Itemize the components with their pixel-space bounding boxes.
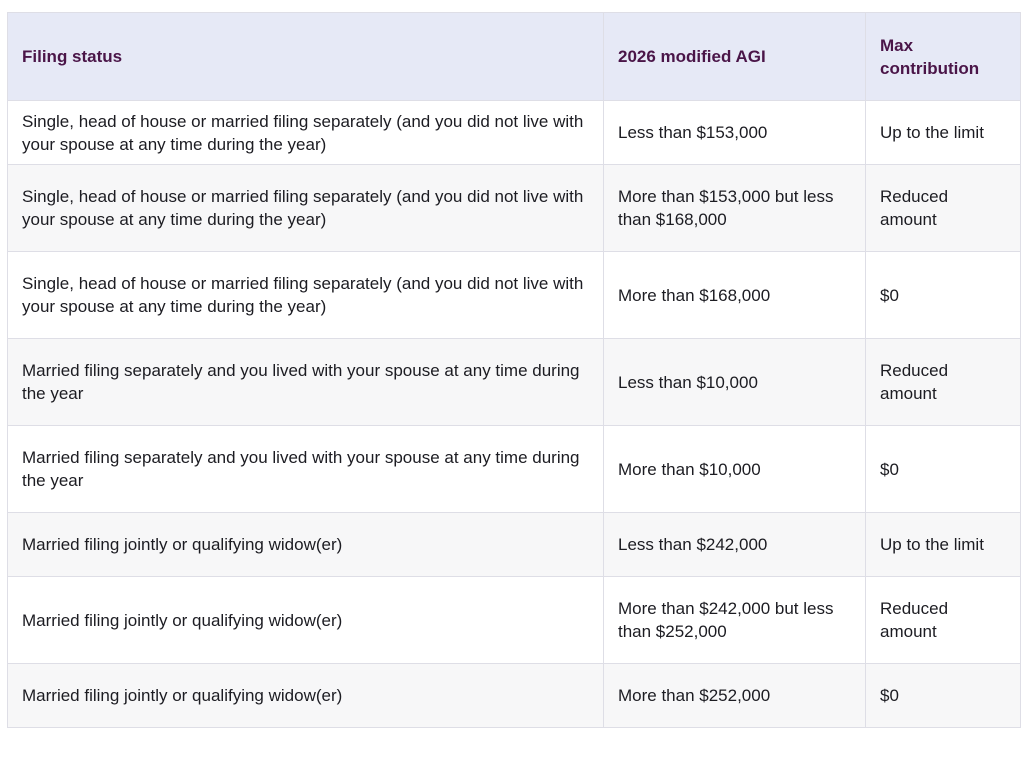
cell-modified-agi: Less than $10,000 <box>603 338 866 426</box>
contribution-limits-table-container: Filing status 2026 modified AGI Max cont… <box>7 12 1021 728</box>
cell-max-contribution: $0 <box>865 251 1021 339</box>
cell-modified-agi: More than $10,000 <box>603 425 866 513</box>
header-row: Filing status 2026 modified AGI Max cont… <box>7 12 1021 101</box>
cell-filing-status: Married filing separately and you lived … <box>7 338 604 426</box>
contribution-limits-table: Filing status 2026 modified AGI Max cont… <box>7 12 1021 728</box>
cell-modified-agi: More than $168,000 <box>603 251 866 339</box>
cell-filing-status: Married filing separately and you lived … <box>7 425 604 513</box>
cell-max-contribution: Reduced amount <box>865 164 1021 252</box>
column-header-modified-agi: 2026 modified AGI <box>603 12 866 101</box>
cell-max-contribution: $0 <box>865 663 1021 728</box>
table-row: Married filing separately and you lived … <box>7 425 1021 513</box>
table-row: Single, head of house or married filing … <box>7 100 1021 165</box>
column-header-filing-status: Filing status <box>7 12 604 101</box>
cell-filing-status: Single, head of house or married filing … <box>7 164 604 252</box>
cell-filing-status: Single, head of house or married filing … <box>7 100 604 165</box>
cell-max-contribution: $0 <box>865 425 1021 513</box>
table-row: Single, head of house or married filing … <box>7 164 1021 252</box>
cell-filing-status: Married filing jointly or qualifying wid… <box>7 663 604 728</box>
cell-max-contribution: Up to the limit <box>865 100 1021 165</box>
table-row: Single, head of house or married filing … <box>7 251 1021 339</box>
table-row: Married filing separately and you lived … <box>7 338 1021 426</box>
cell-modified-agi: More than $153,000 but less than $168,00… <box>603 164 866 252</box>
cell-modified-agi: More than $242,000 but less than $252,00… <box>603 576 866 664</box>
table-row: Married filing jointly or qualifying wid… <box>7 512 1021 577</box>
cell-modified-agi: Less than $242,000 <box>603 512 866 577</box>
table-row: Married filing jointly or qualifying wid… <box>7 576 1021 664</box>
cell-max-contribution: Reduced amount <box>865 576 1021 664</box>
table-header: Filing status 2026 modified AGI Max cont… <box>7 12 1021 101</box>
table-row: Married filing jointly or qualifying wid… <box>7 663 1021 728</box>
cell-modified-agi: More than $252,000 <box>603 663 866 728</box>
cell-modified-agi: Less than $153,000 <box>603 100 866 165</box>
cell-max-contribution: Up to the limit <box>865 512 1021 577</box>
column-header-max-contribution: Max contribution <box>865 12 1021 101</box>
cell-filing-status: Married filing jointly or qualifying wid… <box>7 512 604 577</box>
cell-filing-status: Married filing jointly or qualifying wid… <box>7 576 604 664</box>
table-body: Single, head of house or married filing … <box>7 100 1021 728</box>
cell-filing-status: Single, head of house or married filing … <box>7 251 604 339</box>
cell-max-contribution: Reduced amount <box>865 338 1021 426</box>
